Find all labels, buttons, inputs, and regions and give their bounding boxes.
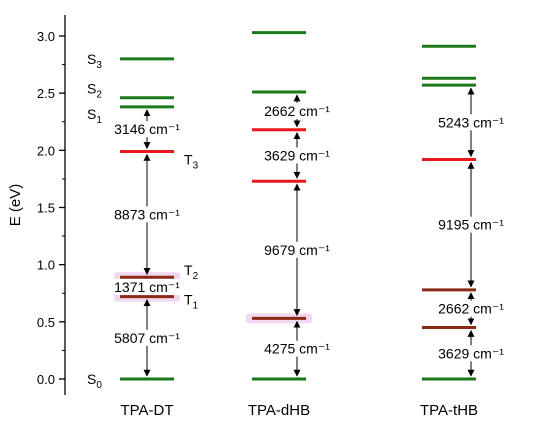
y-tick-label: 0.5: [37, 315, 55, 330]
y-tick-label: 1.0: [37, 258, 55, 273]
y-tick-label: 0.0: [37, 372, 55, 387]
column-label: TPA-tHB: [420, 402, 478, 419]
gap-label: 1371 cm⁻¹: [114, 279, 180, 295]
state-label: S2: [87, 81, 102, 101]
gap-label: 5243 cm⁻¹: [438, 114, 504, 130]
gap-label: 9679 cm⁻¹: [264, 242, 330, 258]
state-label: T1: [184, 292, 199, 312]
gap-label: 4275 cm⁻¹: [264, 341, 330, 357]
gap-label-background: [112, 206, 183, 223]
gap-label: 3146 cm⁻¹: [114, 121, 180, 137]
gap-label-background: [436, 114, 507, 131]
column-label: TPA-DT: [120, 402, 173, 419]
y-axis-label: E (eV): [7, 184, 24, 227]
gap-label-background: [262, 241, 333, 258]
state-label: S0: [87, 371, 102, 391]
gap-label-background: [436, 345, 507, 362]
column-label: TPA-dHB: [248, 402, 310, 419]
gap-label-background: [436, 300, 507, 317]
gap-label: 9195 cm⁻¹: [438, 217, 504, 233]
state-label: T2: [184, 262, 199, 282]
gap-label: 3629 cm⁻¹: [438, 345, 504, 361]
gap-label: 5807 cm⁻¹: [114, 330, 180, 346]
gap-label-background: [262, 340, 333, 357]
y-tick-label: 2.5: [37, 86, 55, 101]
gap-label-background: [262, 147, 333, 164]
state-label: S1: [87, 106, 102, 126]
gap-label: 2662 cm⁻¹: [264, 103, 330, 119]
gap-label-background: [112, 329, 183, 346]
gap-label-background: [112, 121, 183, 138]
gap-label-background: [262, 102, 333, 119]
state-label: S3: [87, 51, 102, 71]
state-label: T3: [184, 151, 199, 171]
y-tick-label: 1.5: [37, 201, 55, 216]
gap-label-background: [436, 216, 507, 233]
gap-label: 8873 cm⁻¹: [114, 206, 180, 222]
gap-label: 3629 cm⁻¹: [264, 147, 330, 163]
gap-label: 2662 cm⁻¹: [438, 301, 504, 317]
y-tick-label: 3.0: [37, 29, 55, 44]
gap-label-background: [112, 278, 183, 295]
y-tick-label: 2.0: [37, 143, 55, 158]
